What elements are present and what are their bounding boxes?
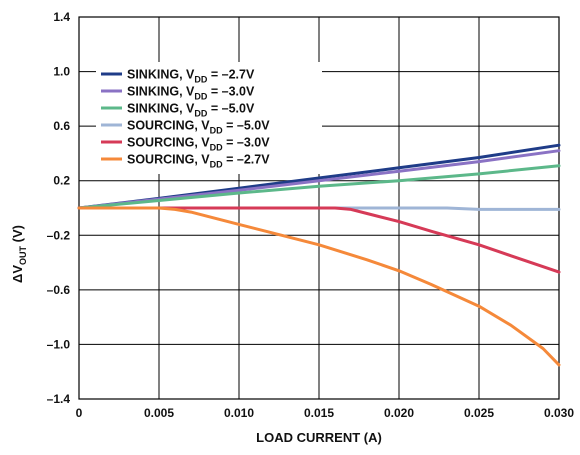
y-tick-label: –0.6 bbox=[47, 283, 71, 297]
x-axis-title: LOAD CURRENT (A) bbox=[256, 430, 382, 445]
legend-label-sub: DD bbox=[210, 160, 223, 170]
legend-label-sub: DD bbox=[210, 126, 223, 136]
legend-label-3: SINKING, VDD = –5.0V bbox=[127, 102, 255, 119]
legend-label-value: = –5.0V bbox=[207, 102, 255, 116]
legend-label-main: SOURCING, V bbox=[127, 153, 210, 167]
x-tick-label: 0.005 bbox=[144, 406, 174, 420]
y-tick-label: –1.4 bbox=[47, 392, 71, 406]
y-tick-labels: 1.4 1.0 0.6 0.2 –0.2 –0.6 –1.0 –1.4 bbox=[47, 10, 71, 406]
x-tick-label: 0 bbox=[76, 406, 83, 420]
y-axis-title-unit: (V) bbox=[10, 225, 25, 246]
legend-label-sub: DD bbox=[194, 75, 207, 85]
y-axis-title-main: ΔV bbox=[10, 265, 25, 283]
series-line-3 bbox=[77, 164, 561, 210]
legend-label-main: SINKING, V bbox=[127, 102, 195, 116]
legend-label-value: = –2.7V bbox=[223, 153, 271, 167]
legend-label-1: SINKING, VDD = –2.7V bbox=[127, 68, 255, 85]
series-layer bbox=[77, 143, 561, 367]
legend-label-main: SOURCING, V bbox=[127, 136, 210, 150]
y-axis-title: ΔVOUT (V) bbox=[10, 225, 28, 283]
x-tick-label: 0.030 bbox=[544, 406, 574, 420]
legend-label-6: SOURCING, VDD = –2.7V bbox=[127, 153, 270, 170]
y-tick-label: –1.0 bbox=[47, 337, 71, 351]
series-line-6 bbox=[77, 206, 561, 367]
legend-label-5: SOURCING, VDD = –3.0V bbox=[127, 136, 270, 153]
legend-label-value: = –3.0V bbox=[207, 85, 255, 99]
legend-label-main: SINKING, V bbox=[127, 68, 195, 82]
y-axis-title-sub: OUT bbox=[18, 245, 28, 265]
legend-label-sub: DD bbox=[194, 109, 207, 119]
legend-label-value: = –2.7V bbox=[207, 68, 255, 82]
y-tick-label: 0.2 bbox=[53, 174, 70, 188]
legend-label-value: = –3.0V bbox=[223, 136, 271, 150]
x-tick-label: 0.015 bbox=[304, 406, 334, 420]
legend-label-value: = –5.0V bbox=[223, 119, 271, 133]
x-tick-labels: 0 0.005 0.010 0.015 0.020 0.025 0.030 bbox=[76, 406, 575, 420]
legend-background bbox=[96, 62, 322, 174]
x-tick-label: 0.020 bbox=[384, 406, 414, 420]
legend-label-main: SINKING, V bbox=[127, 85, 195, 99]
legend-label-sub: DD bbox=[194, 92, 207, 102]
y-tick-label: 0.6 bbox=[53, 119, 70, 133]
legend-label-2: SINKING, VDD = –3.0V bbox=[127, 85, 255, 102]
x-tick-label: 0.025 bbox=[464, 406, 494, 420]
y-tick-label: 1.0 bbox=[53, 65, 70, 79]
x-tick-label: 0.010 bbox=[224, 406, 254, 420]
legend-label-main: SOURCING, V bbox=[127, 119, 210, 133]
legend-label-4: SOURCING, VDD = –5.0V bbox=[127, 119, 270, 136]
y-tick-label: –0.2 bbox=[47, 228, 71, 242]
legend-label-sub: DD bbox=[210, 143, 223, 153]
series-line-5 bbox=[77, 206, 561, 274]
y-tick-label: 1.4 bbox=[53, 10, 70, 24]
